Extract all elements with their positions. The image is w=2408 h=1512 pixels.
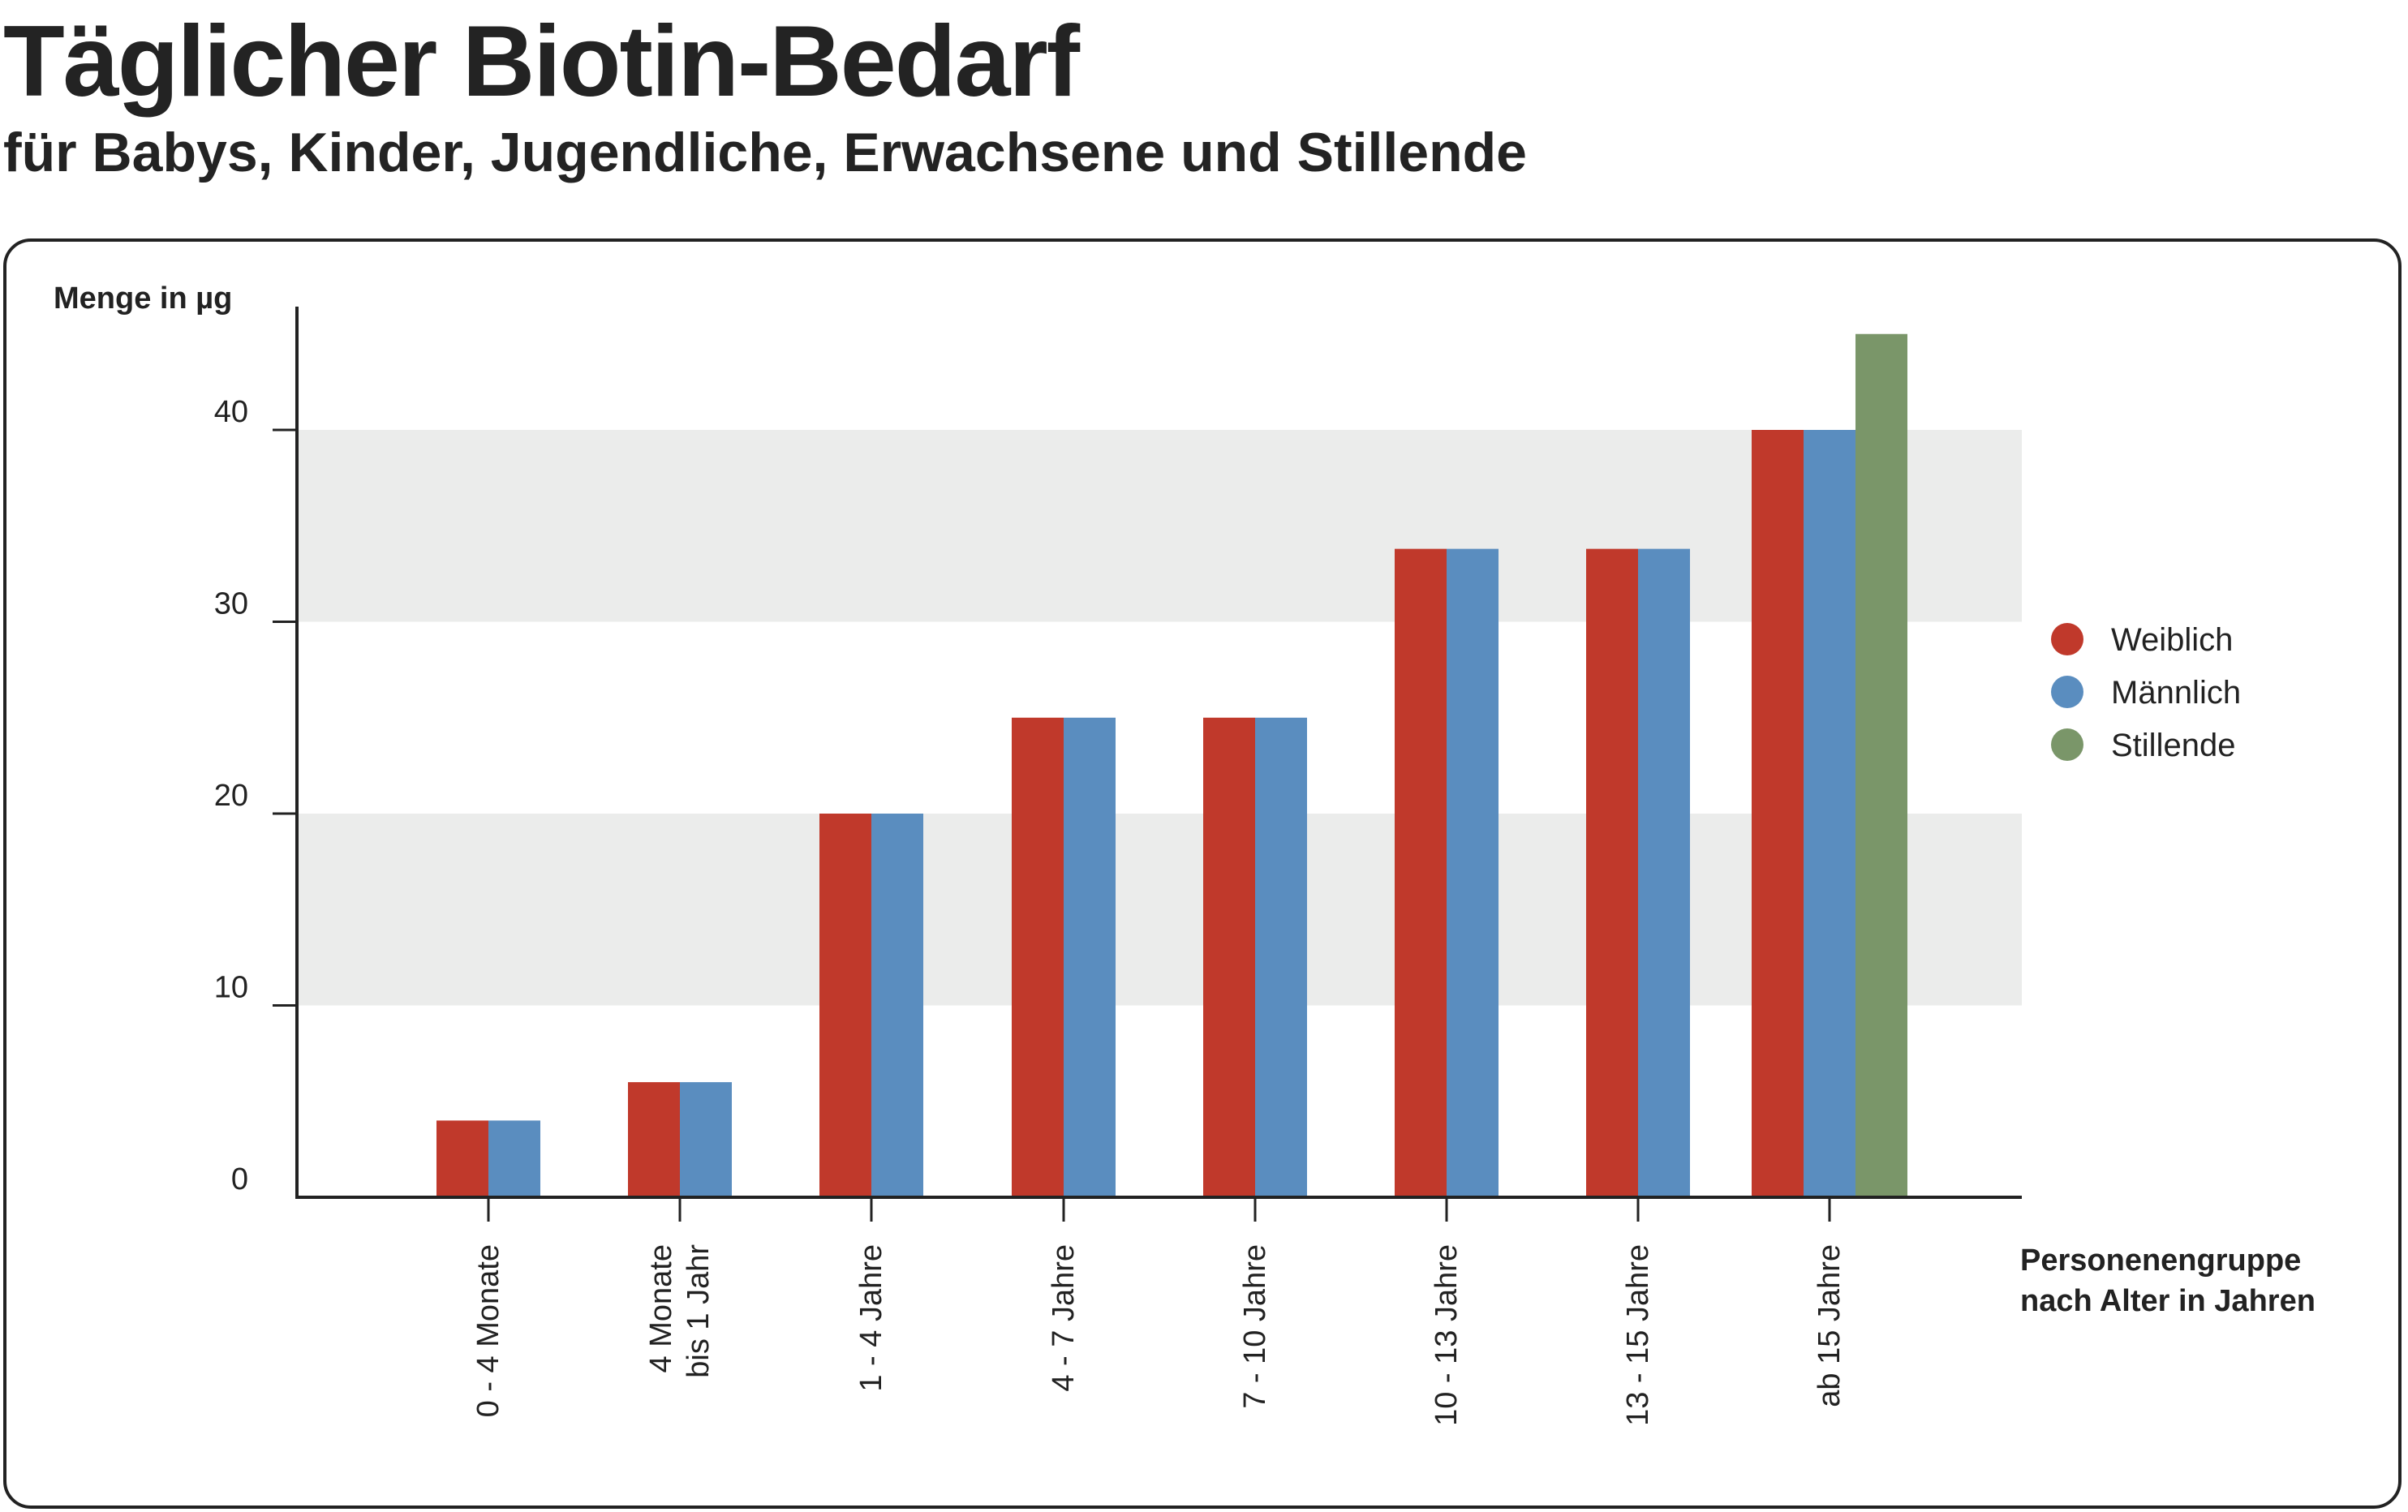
x-tick-label-group: 1 - 4 Jahre — [854, 1244, 888, 1392]
grid-band — [297, 430, 2022, 622]
y-axis-label: Menge in µg — [54, 281, 232, 316]
bar-männlich — [1638, 548, 1690, 1197]
bar-männlich — [1255, 717, 1307, 1197]
x-tick-label-group: 0 - 4 Monate — [471, 1244, 505, 1417]
bar-stillende — [1855, 333, 1907, 1197]
bar-weiblich — [436, 1120, 488, 1197]
x-axis-ticks: 0 - 4 Monate 4 Monate bis 1 Jahr 1 - 4 Jahr… — [471, 1197, 1847, 1426]
chart-frame — [3, 238, 2402, 1509]
legend-label: Stillende — [2111, 728, 2235, 763]
x-tick-label: 7 - 10 Jahre — [1238, 1244, 1272, 1409]
legend: Weiblich Männlich Stillende — [2051, 622, 2241, 763]
x-tick-label-group: 13 - 15 Jahre — [1621, 1244, 1655, 1426]
bar-weiblich — [1203, 717, 1255, 1197]
legend-swatch — [2051, 676, 2083, 708]
x-tick-label: 10 - 13 Jahre — [1430, 1244, 1464, 1426]
x-axis-label-line: nach Alter in Jahren — [2020, 1284, 2316, 1318]
legend-swatch — [2051, 728, 2083, 761]
bar-männlich — [1447, 548, 1499, 1197]
x-tick-label-group: 4 - 7 Jahre — [1047, 1244, 1081, 1392]
background-bands — [297, 430, 2022, 1006]
bar-männlich — [1804, 430, 1855, 1197]
x-axis-label-line: Personenengruppe — [2020, 1244, 2301, 1278]
x-tick-label: ab 15 Jahre — [1812, 1244, 1847, 1407]
y-axis-ticks: 0 10 20 30 40 — [214, 395, 297, 1196]
x-tick-label-group: 7 - 10 Jahre — [1238, 1244, 1272, 1409]
bar-männlich — [1064, 717, 1116, 1197]
bar-weiblich — [1752, 430, 1804, 1197]
x-tick-label-group: ab 15 Jahre — [1812, 1244, 1847, 1407]
y-tick-label: 30 — [214, 587, 248, 621]
bar-weiblich — [819, 814, 871, 1197]
bar-männlich — [871, 814, 923, 1197]
x-axis-label: Personenengruppe nach Alter in Jahren — [2020, 1244, 2316, 1318]
grid-band — [297, 814, 2022, 1006]
chart-subtitle: für Babys, Kinder, Jugendliche, Erwachse… — [3, 122, 1528, 183]
legend-label: Männlich — [2111, 675, 2241, 711]
y-tick-label: 0 — [231, 1162, 248, 1196]
bar-männlich — [488, 1120, 540, 1197]
y-tick-label: 40 — [214, 395, 248, 429]
x-tick-label: bis 1 Jahr — [682, 1244, 716, 1378]
bar-weiblich — [1586, 548, 1638, 1197]
bar-group — [436, 333, 1907, 1197]
x-tick-label: 4 Monate — [644, 1244, 678, 1372]
y-tick-label: 20 — [214, 779, 248, 813]
chart-title: Täglicher Biotin-Bedarf — [3, 6, 1080, 118]
x-tick-label: 0 - 4 Monate — [471, 1244, 505, 1417]
legend-label: Weiblich — [2111, 622, 2233, 658]
x-tick-label-group: 10 - 13 Jahre — [1430, 1244, 1464, 1426]
axes — [295, 307, 2022, 1199]
x-tick-label: 13 - 15 Jahre — [1621, 1244, 1655, 1426]
bar-weiblich — [1012, 717, 1064, 1197]
legend-swatch — [2051, 623, 2083, 655]
bar-männlich — [680, 1082, 732, 1197]
y-tick-label: 10 — [214, 971, 248, 1005]
bar-weiblich — [1395, 548, 1447, 1197]
x-tick-label-group: 4 Monate bis 1 Jahr — [644, 1244, 716, 1378]
bar-weiblich — [628, 1082, 680, 1197]
x-tick-label: 4 - 7 Jahre — [1047, 1244, 1081, 1392]
x-tick-label: 1 - 4 Jahre — [854, 1244, 888, 1392]
